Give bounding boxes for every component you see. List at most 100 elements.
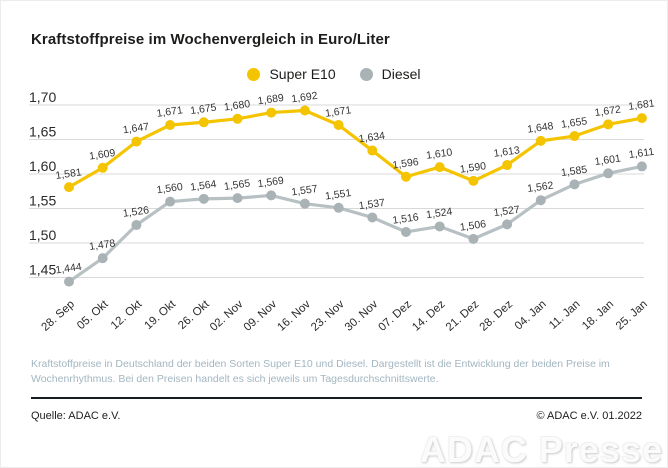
data-point-value-label: 1,478	[88, 237, 116, 253]
x-axis-tick-label: 07. Dez	[377, 298, 415, 334]
x-axis-tick-label: 09. Nov	[242, 298, 280, 334]
data-point-value-label: 1,692	[291, 90, 319, 106]
data-point	[232, 193, 243, 204]
data-point-value-label: 1,581	[55, 166, 83, 182]
data-point-value-label: 1,562	[527, 179, 555, 195]
x-axis-tick-label: 19. Okt	[143, 298, 179, 332]
data-point	[97, 253, 108, 264]
data-point-value-label: 1,681	[628, 97, 656, 113]
footnote-line-2: Wochenrhythmus. Bei den Preisen handelt …	[31, 373, 439, 385]
x-axis-tick-label: 26. Okt	[176, 298, 212, 332]
data-point	[603, 168, 614, 179]
data-point	[333, 202, 344, 213]
x-axis-tick-label: 18. Jan	[580, 298, 616, 332]
data-point	[131, 136, 142, 147]
footer-divider	[31, 397, 642, 399]
y-axis-tick-label: 1,45	[29, 262, 56, 278]
data-point	[198, 193, 209, 204]
chart-legend: Super E10 Diesel	[1, 66, 667, 82]
footnote-line-1: Kraftstoffpreise in Deutschland der beid…	[31, 358, 610, 370]
data-point-value-label: 1,524	[425, 206, 453, 222]
data-point-value-label: 1,551	[324, 187, 352, 203]
data-point	[165, 196, 176, 207]
x-axis-tick-label: 21. Dez	[444, 298, 482, 334]
data-point	[636, 161, 647, 172]
x-axis-tick-label: 11. Jan	[547, 298, 582, 332]
y-axis-tick-label: 1,70	[29, 89, 56, 105]
legend-label-super-e10: Super E10	[269, 66, 336, 82]
data-point	[535, 135, 546, 146]
x-axis-tick-label: 14. Dez	[410, 298, 448, 334]
data-point-value-label: 1,647	[122, 121, 150, 137]
data-point-value-label: 1,565	[223, 177, 251, 193]
data-point-value-label: 1,527	[493, 204, 521, 220]
diesel-swatch-icon	[359, 67, 373, 81]
data-point	[64, 182, 74, 193]
data-point	[434, 162, 445, 173]
y-axis-tick-label: 1,55	[29, 193, 56, 209]
y-axis-tick-label: 1,50	[29, 227, 56, 243]
y-axis-tick-label: 1,65	[29, 124, 56, 140]
data-point-value-label: 1,516	[392, 211, 420, 227]
x-axis-tick-label: 16. Nov	[275, 298, 313, 334]
series-line	[67, 108, 644, 189]
chart-footnote: Kraftstoffpreise in Deutschland der beid…	[31, 357, 646, 387]
data-point	[266, 190, 277, 201]
adac-presse-watermark: ADAC Presse	[419, 429, 663, 468]
data-point	[468, 233, 479, 244]
page-title: Kraftstoffpreise im Wochenvergleich in E…	[31, 31, 390, 48]
data-point-value-label: 1,560	[156, 181, 184, 197]
data-point-value-label: 1,671	[324, 104, 352, 120]
x-axis-tick-label: 02. Nov	[208, 298, 246, 334]
data-point	[434, 221, 445, 232]
data-point	[569, 131, 580, 142]
data-point-value-label: 1,569	[257, 175, 285, 191]
data-point	[401, 171, 411, 182]
data-point	[266, 107, 277, 118]
data-point-value-label: 1,672	[594, 104, 622, 120]
series-diesel: 1,444 1,478 1,526 1,560 1,564 1,565 1,569 1,557…	[55, 146, 655, 287]
data-point-value-label: 1,444	[55, 261, 83, 277]
data-point-value-label: 1,537	[358, 197, 386, 213]
data-point	[367, 145, 378, 156]
data-point	[502, 160, 513, 171]
data-point	[502, 219, 513, 230]
data-point-value-label: 1,585	[560, 164, 588, 180]
data-point-value-label: 1,601	[594, 153, 622, 169]
data-point-value-label: 1,689	[257, 92, 285, 108]
x-axis-tick-label: 05. Okt	[75, 298, 111, 332]
data-point	[367, 212, 378, 223]
x-axis-tick-label: 28. Sep	[40, 298, 77, 333]
data-point	[299, 105, 310, 116]
data-point-value-label: 1,596	[392, 156, 420, 172]
data-point-value-label: 1,634	[358, 130, 386, 146]
data-point-value-label: 1,613	[493, 144, 521, 160]
data-point-value-label: 1,609	[88, 147, 116, 163]
data-point	[165, 120, 176, 131]
source-text: Quelle: ADAC e.V.	[31, 410, 121, 422]
series-super-e10: 1,581 1,609 1,647 1,671 1,675 1,680 1,689 1,692…	[55, 90, 656, 193]
data-point	[468, 175, 479, 186]
data-point	[232, 113, 243, 124]
source-row: Quelle: ADAC e.V. © ADAC e.V. 01.2022	[31, 410, 642, 422]
legend-label-diesel: Diesel	[381, 66, 421, 82]
data-point	[333, 120, 344, 131]
data-point	[569, 179, 580, 190]
x-axis-tick-label: 30. Nov	[343, 298, 381, 334]
data-point	[603, 119, 614, 130]
data-point-value-label: 1,506	[459, 218, 487, 234]
data-point	[636, 113, 647, 124]
data-point-value-label: 1,611	[628, 146, 655, 161]
data-point	[535, 195, 546, 206]
data-point-value-label: 1,655	[560, 115, 588, 131]
x-axis-tick-label: 04. Jan	[513, 298, 549, 332]
data-point-value-label: 1,671	[156, 104, 184, 120]
data-point	[198, 117, 209, 128]
x-axis-tick-label: 23. Nov	[309, 298, 347, 334]
data-point-value-label: 1,648	[527, 120, 555, 136]
data-point	[401, 226, 411, 237]
data-point-value-label: 1,680	[223, 98, 251, 114]
data-point	[299, 198, 310, 209]
data-point-value-label: 1,564	[190, 178, 218, 194]
